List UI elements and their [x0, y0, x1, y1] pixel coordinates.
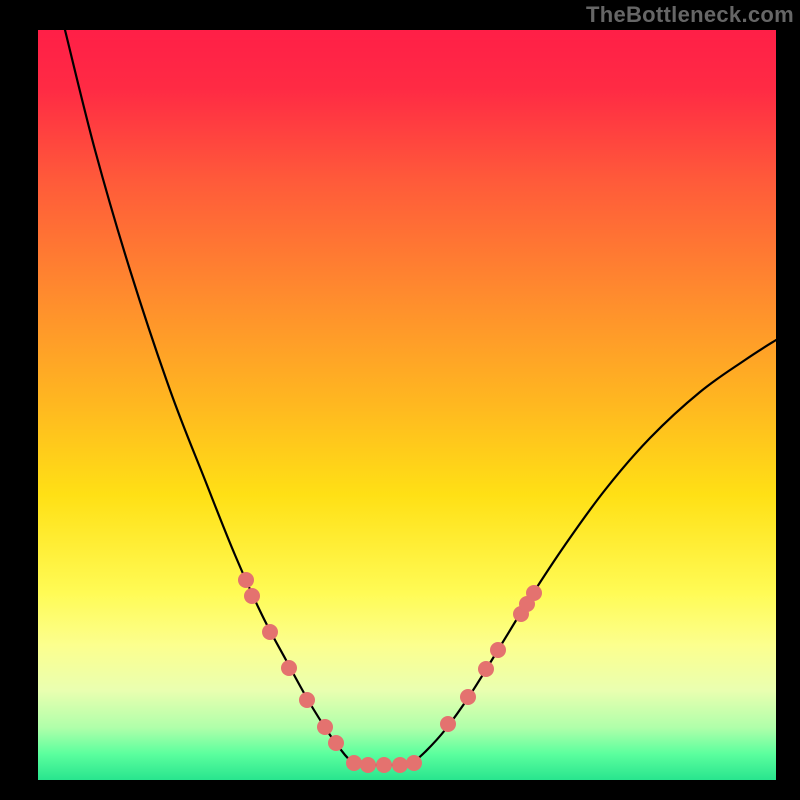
chart-container: TheBottleneck.com [0, 0, 800, 800]
marker-point [440, 716, 456, 732]
marker-point [299, 692, 315, 708]
marker-point [281, 660, 297, 676]
marker-point [460, 689, 476, 705]
marker-point [392, 757, 408, 773]
marker-point [317, 719, 333, 735]
marker-point [238, 572, 254, 588]
marker-point [478, 661, 494, 677]
marker-point [406, 755, 422, 771]
curve-layer [0, 0, 800, 800]
marker-point [376, 757, 392, 773]
watermark-text: TheBottleneck.com [586, 2, 794, 28]
marker-point [328, 735, 344, 751]
marker-point [244, 588, 260, 604]
marker-point [490, 642, 506, 658]
marker-point [526, 585, 542, 601]
marker-group [238, 572, 542, 773]
marker-point [346, 755, 362, 771]
marker-point [262, 624, 278, 640]
curve-left-branch [65, 30, 355, 765]
marker-point [360, 757, 376, 773]
